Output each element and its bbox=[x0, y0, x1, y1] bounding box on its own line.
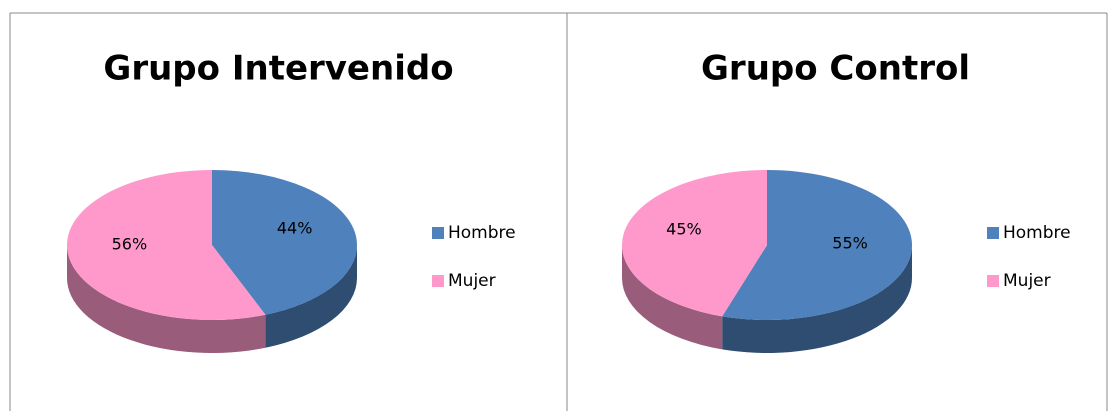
legend-swatch bbox=[432, 275, 444, 287]
slice-side bbox=[722, 245, 912, 353]
legend-label: Hombre bbox=[1003, 223, 1071, 243]
data-label: 44% bbox=[277, 218, 313, 237]
legend-label: Mujer bbox=[448, 271, 496, 291]
legend-swatch bbox=[987, 227, 999, 239]
slice bbox=[722, 170, 913, 320]
data-label: 55% bbox=[832, 233, 868, 252]
chart-title: Grupo Control bbox=[701, 49, 970, 89]
legend-label: Mujer bbox=[1003, 271, 1051, 291]
slice-side bbox=[67, 245, 266, 354]
slice bbox=[622, 170, 767, 317]
slice-side bbox=[622, 245, 723, 350]
data-label: 56% bbox=[112, 235, 148, 254]
slice-side bbox=[265, 245, 357, 348]
chart-title: Grupo Intervenido bbox=[103, 49, 453, 89]
slice bbox=[212, 170, 358, 315]
slice bbox=[67, 169, 266, 320]
legend-swatch bbox=[432, 227, 444, 239]
data-label: 45% bbox=[666, 220, 702, 239]
legend-label: Hombre bbox=[448, 223, 516, 243]
legend-swatch bbox=[987, 275, 999, 287]
